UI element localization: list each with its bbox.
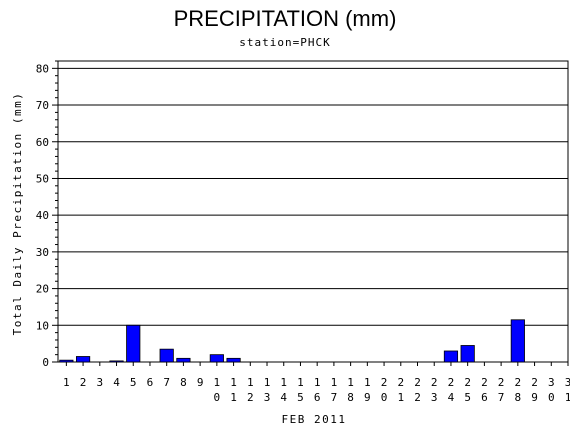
bar [226, 357, 241, 363]
x-tick-label: 1 [63, 376, 70, 389]
x-tick-label: 8 [180, 376, 187, 389]
x-tick-label: 7 [163, 376, 170, 389]
bar [126, 324, 141, 363]
y-axis-label: Total Daily Precipitation (mm) [11, 92, 24, 336]
y-tick-label: 40 [36, 209, 49, 222]
y-tick-label: 20 [36, 283, 49, 296]
bar [510, 319, 525, 363]
bar [159, 348, 174, 363]
chart-subtitle: station=PHCK [239, 36, 331, 49]
bar [209, 354, 224, 363]
y-tick-label: 30 [36, 246, 49, 259]
x-axis-label: FEB 2011 [282, 413, 347, 426]
x-tick-label: 3 [96, 376, 103, 389]
y-tick-label: 60 [36, 136, 49, 149]
chart-title: PRECIPITATION (mm) [173, 6, 397, 31]
y-tick-label: 80 [36, 62, 49, 75]
y-tick-label: 50 [36, 172, 49, 185]
bar [460, 345, 475, 363]
y-tick-label: 10 [36, 319, 49, 332]
x-tick-label: 5 [130, 376, 137, 389]
bar [109, 360, 124, 363]
x-tick-label: 9 [197, 376, 204, 389]
bar [59, 359, 74, 363]
bar [176, 357, 191, 363]
y-tick-label: 0 [42, 356, 49, 369]
x-tick-label: 2 [80, 376, 87, 389]
x-tick-label: 6 [147, 376, 154, 389]
y-tick-label: 70 [36, 99, 49, 112]
plot-frame [57, 60, 569, 363]
x-tick-label: 4 [113, 376, 120, 389]
bar [75, 356, 91, 363]
bar [443, 350, 459, 363]
